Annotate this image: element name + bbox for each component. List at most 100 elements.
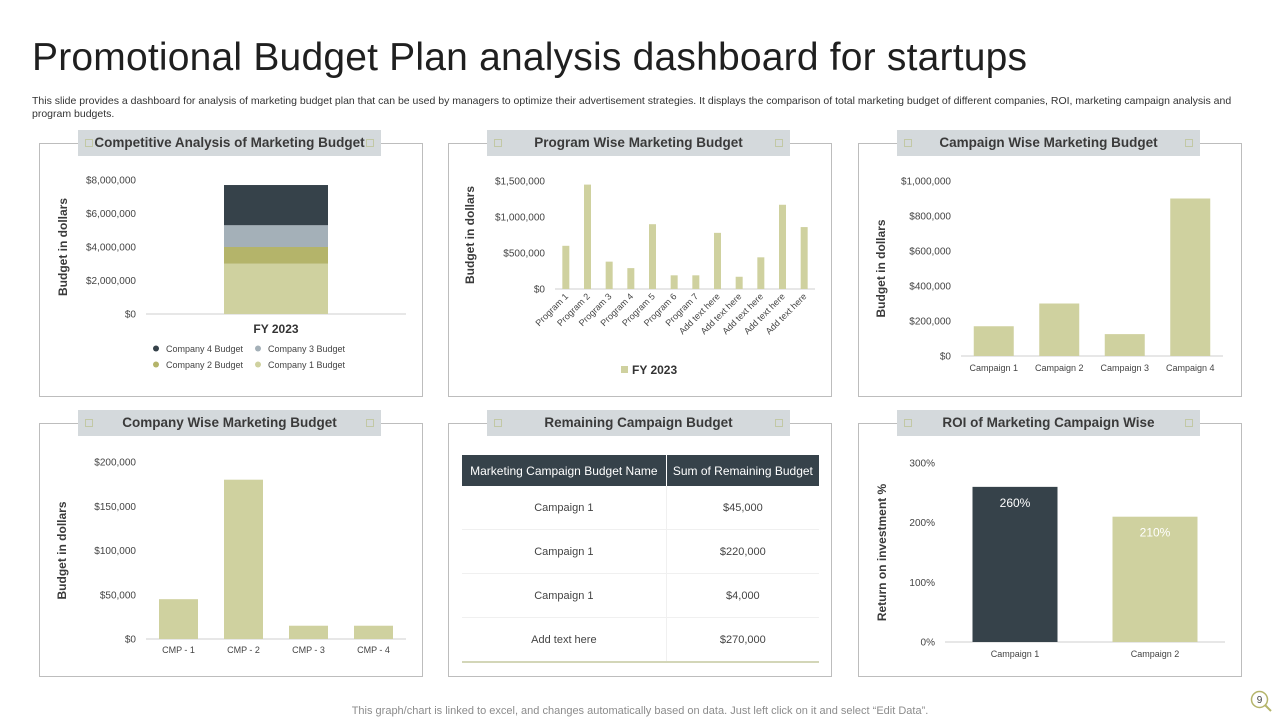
y-tick-label: $500,000 xyxy=(503,249,545,260)
remaining-budget-table: Marketing Campaign Budget Name Sum of Re… xyxy=(462,455,819,663)
panel-header-campaign: Campaign Wise Marketing Budget xyxy=(897,130,1200,156)
y-tick-label: $0 xyxy=(125,310,137,321)
y-tick-label: $2,000,000 xyxy=(86,276,136,287)
table-row: Campaign 1 $45,000 xyxy=(462,486,819,530)
y-tick-label: $800,000 xyxy=(909,212,951,223)
x-tick-label: Campaign 1 xyxy=(991,649,1040,659)
y-tick-label: $600,000 xyxy=(909,247,951,258)
data-label: 260% xyxy=(1000,496,1031,510)
panel-header-competitive: Competitive Analysis of Marketing Budget xyxy=(78,130,381,156)
legend-label: Company 3 Budget xyxy=(268,344,346,354)
panel-title: Remaining Campaign Budget xyxy=(544,415,733,430)
bar xyxy=(972,486,1058,642)
table-row: Campaign 1 $220,000 xyxy=(462,529,819,574)
table-cell: Campaign 1 xyxy=(462,573,667,618)
panel-title: Campaign Wise Marketing Budget xyxy=(939,135,1158,150)
table-cell: $4,000 xyxy=(666,573,819,618)
bar xyxy=(714,232,721,289)
x-tick-label: FY 2023 xyxy=(253,322,298,336)
table-row: Add text here $270,000 xyxy=(462,617,819,663)
table-cell: Campaign 1 xyxy=(462,529,667,574)
legend-label: Company 2 Budget xyxy=(166,360,244,370)
legend-label: FY 2023 xyxy=(632,363,677,377)
y-tick-label: $8,000,000 xyxy=(86,176,136,187)
panel-header-company: Company Wise Marketing Budget xyxy=(78,410,381,436)
x-tick-label: Campaign 1 xyxy=(969,363,1018,373)
y-tick-label: $50,000 xyxy=(100,590,137,601)
y-tick-label: $0 xyxy=(534,285,546,296)
y-tick-label: 100% xyxy=(909,578,935,589)
y-tick-label: $1,000,000 xyxy=(495,213,545,224)
x-tick-label: CMP - 3 xyxy=(292,645,325,655)
header-mark-icon xyxy=(494,419,502,427)
panel-title: ROI of Marketing Campaign Wise xyxy=(942,415,1155,430)
bar xyxy=(562,245,570,289)
bar xyxy=(800,227,808,289)
chart-campaign: $0 $200,000 $400,000 $600,000 $800,000 $1,000… xyxy=(874,177,1223,373)
y-tick-label: $4,000,000 xyxy=(86,243,136,254)
stacked-bar-segment xyxy=(224,185,328,226)
footer-note: This graph/chart is linked to excel, and… xyxy=(351,705,929,717)
bar xyxy=(1039,303,1080,356)
bar xyxy=(289,625,328,639)
bar xyxy=(973,326,1014,356)
y-tick-label: $0 xyxy=(940,352,952,363)
x-tick-label: CMP - 2 xyxy=(227,645,260,655)
table-cell: $220,000 xyxy=(666,529,819,574)
bar xyxy=(670,275,678,289)
header-mark-icon xyxy=(904,419,912,427)
y-tick-label: $1,000,000 xyxy=(901,177,951,188)
data-label: 210% xyxy=(1140,526,1171,540)
chart-company: $0 $50,000 $100,000 $150,000 $200,000 Budget … xyxy=(55,458,406,655)
y-axis-label: Budget in dollars xyxy=(56,198,70,296)
header-mark-icon xyxy=(494,139,502,147)
table-cell: $45,000 xyxy=(666,486,819,530)
bar xyxy=(735,276,743,289)
header-mark-icon xyxy=(85,139,93,147)
legend-marker xyxy=(153,361,159,368)
y-tick-label: 0% xyxy=(921,638,936,649)
header-mark-icon xyxy=(1185,419,1193,427)
header-mark-icon xyxy=(775,419,783,427)
chart-competitive: $0 $2,000,000 $4,000,000 $6,000,000 $8,000,0… xyxy=(56,176,406,370)
bar xyxy=(159,599,198,639)
table-cell: Campaign 1 xyxy=(462,486,667,530)
y-tick-label: $0 xyxy=(125,635,137,646)
header-mark-icon xyxy=(775,139,783,147)
bar xyxy=(1104,334,1145,356)
y-tick-label: $400,000 xyxy=(909,282,951,293)
x-tick-label: CMP - 1 xyxy=(162,645,195,655)
panel-title: Program Wise Marketing Budget xyxy=(534,135,743,150)
y-tick-label: $150,000 xyxy=(94,502,136,513)
bar xyxy=(627,268,635,289)
column-header: Sum of Remaining Budget xyxy=(666,455,819,486)
column-header: Marketing Campaign Budget Name xyxy=(462,455,667,486)
y-axis-label: Budget in dollars xyxy=(463,186,477,284)
bar xyxy=(649,224,656,289)
bar xyxy=(692,275,700,289)
table-cell: $270,000 xyxy=(666,617,819,663)
stacked-bar-segment xyxy=(224,247,328,264)
y-tick-label: 200% xyxy=(909,518,935,529)
bar xyxy=(224,479,263,639)
x-tick-label: Campaign 2 xyxy=(1131,649,1180,659)
stacked-bar-segment xyxy=(224,263,328,314)
bar xyxy=(779,204,786,289)
page-number-badge: 9 xyxy=(1250,690,1272,712)
table-header-row: Marketing Campaign Budget Name Sum of Re… xyxy=(462,455,819,486)
legend-label: Company 1 Budget xyxy=(268,360,346,370)
legend-marker xyxy=(153,345,159,352)
bar xyxy=(605,261,613,289)
bar xyxy=(1112,516,1198,642)
chart-roi: 0% 100% 200% 300% Return on investment % 260%… xyxy=(875,459,1225,659)
table-row: Campaign 1 $4,000 xyxy=(462,573,819,618)
header-mark-icon xyxy=(366,139,374,147)
legend-marker xyxy=(255,345,261,352)
legend-label: Company 4 Budget xyxy=(166,344,244,354)
chart-program: $0 $500,000 $1,000,000 $1,500,000 Budget in … xyxy=(463,177,815,377)
panel-header-program: Program Wise Marketing Budget xyxy=(487,130,790,156)
y-axis-label: Return on investment % xyxy=(875,484,889,622)
page-subtitle: This slide provides a dashboard for anal… xyxy=(32,95,1232,120)
y-axis-label: Budget in dollars xyxy=(874,219,888,317)
header-mark-icon xyxy=(1185,139,1193,147)
